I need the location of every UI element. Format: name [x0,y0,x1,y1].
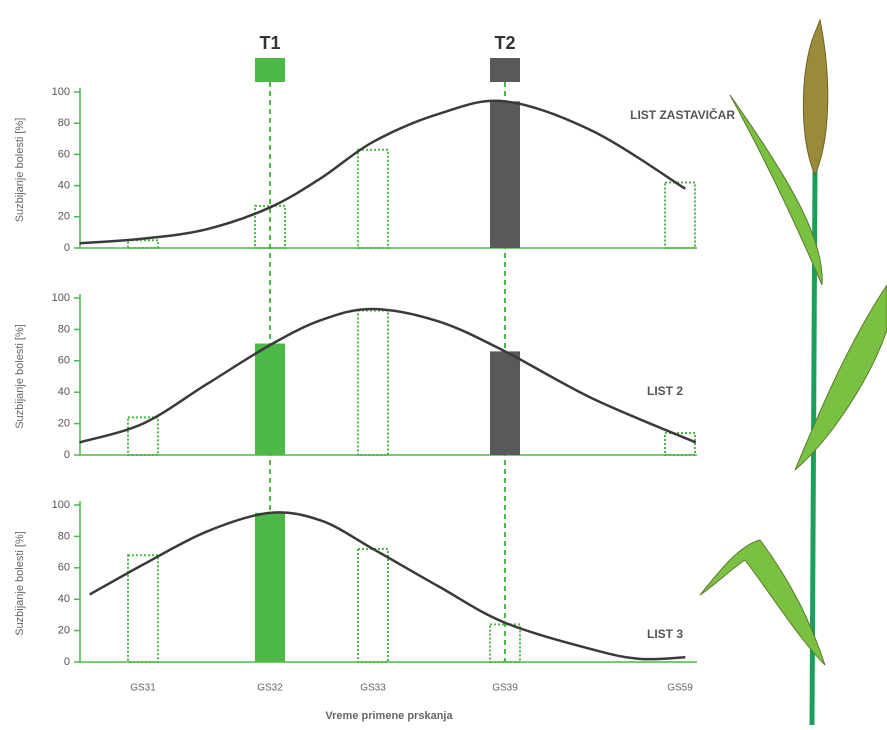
x-tick-label: GS39 [492,683,518,694]
panel-title: LIST 3 [647,627,683,641]
bar [358,549,388,662]
curve [80,101,686,244]
marker-label: T1 [259,33,280,53]
y-axis-title: Suzbijanje bolesti [%] [14,118,26,223]
x-tick-label: GS59 [667,683,693,694]
y-tick-label: 60 [58,148,70,160]
x-axis-title: Vreme primene prskanja [325,710,453,722]
bar [490,351,520,455]
y-tick-label: 20 [58,625,70,637]
chart: Vreme primene prskanja T1 T2 0 20 40 60 80 100 S… [0,0,887,730]
leaf [700,540,825,665]
panel-title: LIST ZASTAVIČAR [630,107,735,122]
y-tick-label: 100 [52,499,70,511]
y-tick-label: 100 [52,292,70,304]
y-axis-title: Suzbijanje bolesti [%] [14,324,26,429]
bar [665,182,695,248]
y-tick-label: 60 [58,562,70,574]
y-tick-label: 80 [58,323,70,335]
y-tick-label: 40 [58,593,70,605]
y-axis-title: Suzbijanje bolesti [%] [14,531,26,636]
y-tick-label: 40 [58,180,70,192]
y-tick-label: 80 [58,117,70,129]
marker-box [255,58,285,82]
x-tick-label: GS32 [257,683,283,694]
leaf [795,285,887,470]
bar [128,240,158,248]
y-tick-label: 60 [58,355,70,367]
bar [255,344,285,455]
wheat-plant [700,20,887,725]
bar [358,311,388,455]
ear [803,20,827,175]
curve [90,512,686,659]
y-tick-label: 40 [58,386,70,398]
bar [255,513,285,662]
x-tick-label: GS33 [360,683,386,694]
marker-label: T2 [494,33,515,53]
x-tick-label: GS31 [130,683,156,694]
y-tick-label: 20 [58,418,70,430]
panel-title: LIST 2 [647,384,683,398]
y-tick-label: 0 [64,656,70,668]
marker-box [490,58,520,82]
y-tick-label: 100 [52,86,70,98]
y-tick-label: 80 [58,530,70,542]
bar [490,101,520,248]
bar [358,150,388,248]
y-tick-label: 0 [64,242,70,254]
y-tick-label: 20 [58,211,70,223]
y-tick-label: 0 [64,449,70,461]
